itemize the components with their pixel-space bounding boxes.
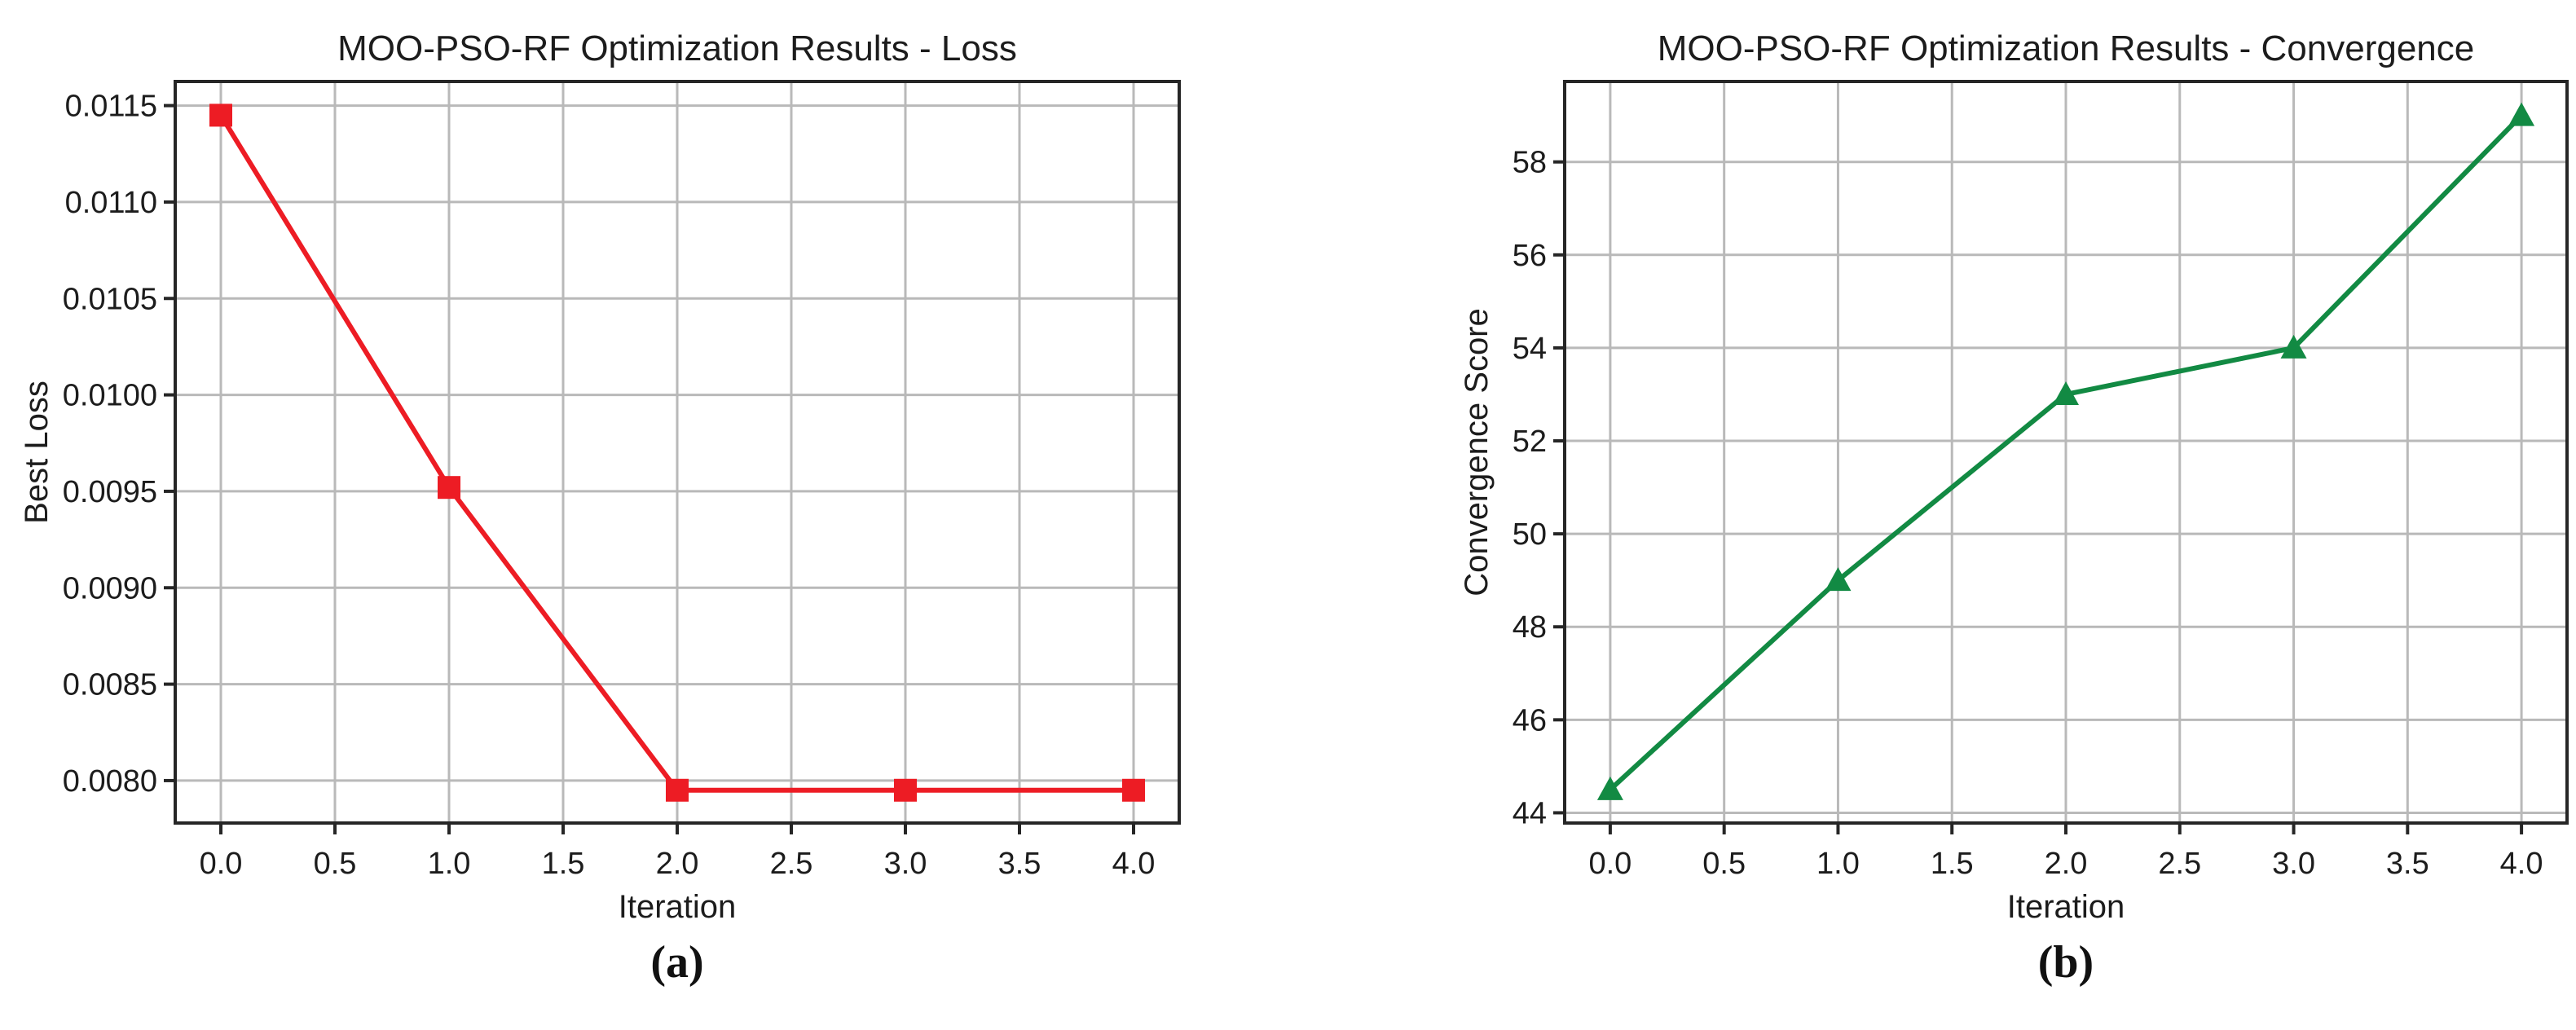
y-tick-label: 0.0085 [63, 668, 157, 702]
x-tick-label: 1.5 [542, 847, 585, 881]
data-marker-triangle [2280, 334, 2307, 359]
y-tick-label: 58 [1513, 146, 1547, 180]
y-axis-label: Convergence Score [1459, 308, 1495, 596]
data-marker-triangle [1825, 567, 1852, 592]
y-tick-label: 46 [1513, 703, 1547, 737]
panel-b-caption: (b) [2037, 937, 2094, 988]
panel-convergence: 0.0 0.5 1.0 1.5 2.0 2.5 3.0 3.5 4.0 44 46 48 50 52 54 5… [1288, 0, 2576, 1030]
y-tick-label: 44 [1513, 796, 1547, 830]
y-tick-label: 56 [1513, 239, 1547, 273]
chart-title: MOO-PSO-RF Optimization Results - Loss [337, 29, 1017, 68]
x-tick-label: 1.5 [1931, 847, 1974, 881]
data-marker-triangle [2508, 102, 2535, 126]
y-tick-label: 0.0090 [63, 571, 157, 605]
y-tick-label: 48 [1513, 610, 1547, 645]
x-tick-label: 0.0 [1588, 847, 1631, 881]
x-tick-label: 2.0 [656, 847, 699, 881]
y-axis-label: Best Loss [19, 381, 55, 524]
panel-loss: 0.0 0.5 1.0 1.5 2.0 2.5 3.0 3.5 4.0 0.0080 0.0085 0… [19, 29, 1181, 925]
x-tick-label: 3.5 [2386, 847, 2429, 881]
x-tick-label: 2.0 [2045, 847, 2088, 881]
data-marker-triangle [1596, 776, 1623, 800]
y-tick-label: 54 [1513, 332, 1547, 366]
x-tick-label: 3.0 [2272, 847, 2315, 881]
x-tick-label: 1.0 [428, 847, 471, 881]
x-axis-label: Iteration [619, 889, 737, 925]
loss-chart: 0.0 0.5 1.0 1.5 2.0 2.5 3.0 3.5 4.0 0.0080 0.0085 0… [19, 29, 1181, 925]
convergence-chart: 0.0 0.5 1.0 1.5 2.0 2.5 3.0 3.5 4.0 44 46 48 50 52 54 5… [1459, 29, 2569, 925]
y-tick-label: 0.0080 [63, 764, 157, 799]
data-marker-triangle [2053, 381, 2079, 405]
y-tick-label: 50 [1513, 517, 1547, 552]
x-tick-label: 2.5 [2158, 847, 2201, 881]
y-tick-label: 0.0095 [63, 475, 157, 509]
x-tick-label: 3.5 [998, 847, 1041, 881]
x-tick-label: 4.0 [1112, 847, 1156, 881]
data-marker-square [1122, 778, 1145, 802]
y-tick-label: 0.0115 [65, 90, 157, 124]
x-axis-label: Iteration [2007, 889, 2125, 925]
y-tick-label: 0.0100 [63, 379, 157, 413]
y-tick-label: 0.0110 [65, 186, 157, 220]
panel-a-caption: (a) [650, 937, 704, 988]
data-marker-square [438, 476, 460, 500]
x-tick-label: 3.0 [884, 847, 927, 881]
x-tick-label: 1.0 [1816, 847, 1860, 881]
chart-title: MOO-PSO-RF Optimization Results - Conver… [1658, 29, 2475, 68]
x-tick-label: 0.5 [1702, 847, 1746, 881]
x-tick-label: 4.0 [2500, 847, 2543, 881]
data-marker-square [894, 778, 917, 802]
x-tick-label: 0.0 [200, 847, 243, 881]
y-tick-label: 0.0105 [63, 282, 157, 316]
x-tick-label: 0.5 [314, 847, 357, 881]
data-marker-square [209, 103, 232, 127]
x-tick-label: 2.5 [770, 847, 813, 881]
data-marker-square [666, 778, 689, 802]
y-tick-label: 52 [1513, 425, 1547, 459]
